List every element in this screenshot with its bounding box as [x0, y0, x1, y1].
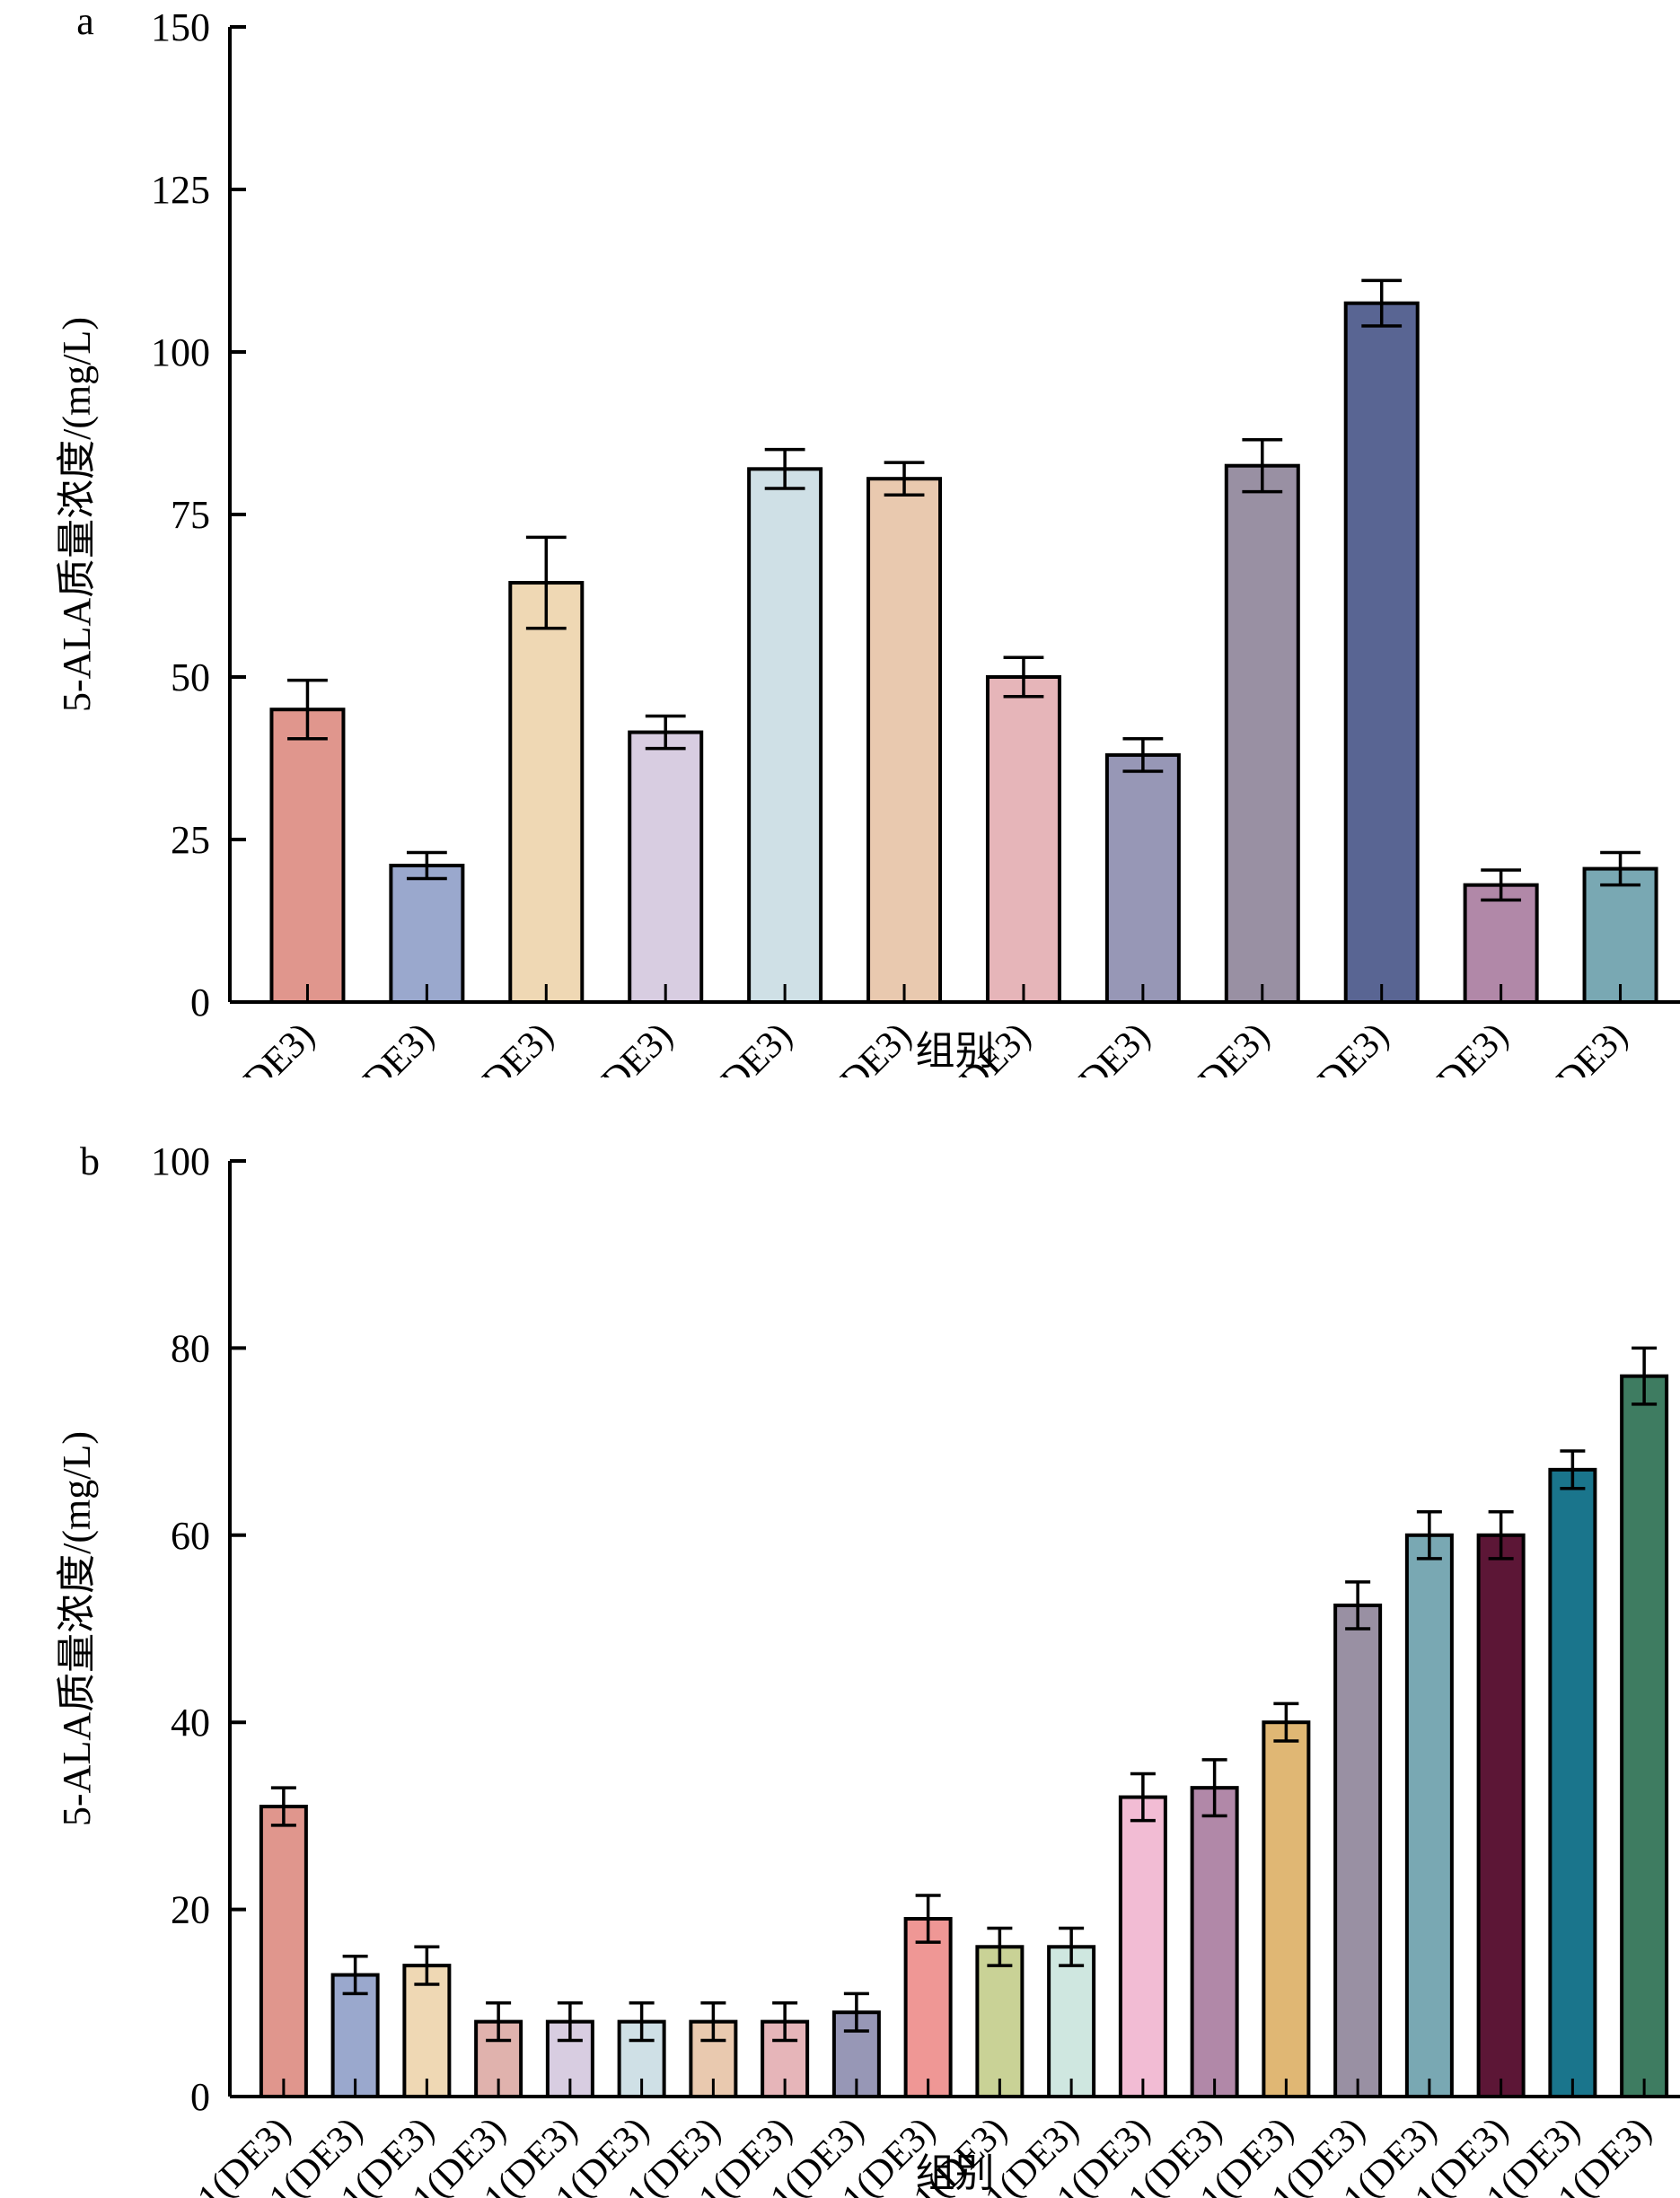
bar — [1118, 1795, 1167, 2098]
bar — [866, 477, 943, 1004]
bar — [747, 467, 823, 1004]
x-axis-title: 组别 — [916, 2151, 995, 2195]
chart-b: 020406080100Rc BL21(DE3)Rc/I361E BL21(DE… — [55, 1139, 1680, 2198]
bar — [259, 1804, 308, 2098]
x-tick-label: Rc BL21(DE3) — [130, 1015, 323, 1077]
bar — [1343, 301, 1420, 1004]
bar — [1262, 1720, 1311, 2098]
panel-label: a — [76, 0, 94, 43]
bar — [508, 581, 585, 1005]
bar — [903, 1917, 953, 2099]
y-tick-label: 60 — [171, 1514, 210, 1558]
bar — [985, 675, 1061, 1004]
y-tick-label: 0 — [190, 980, 210, 1024]
bar — [1333, 1603, 1383, 2098]
y-tick-label: 50 — [171, 655, 210, 699]
bar — [269, 708, 346, 1004]
bar — [1476, 1533, 1526, 2098]
y-tick-label: 40 — [171, 1701, 210, 1745]
y-tick-label: 100 — [151, 330, 210, 374]
bar — [1582, 866, 1658, 1005]
bar — [975, 1945, 1025, 2099]
bar — [1463, 883, 1539, 1004]
y-axis-title: 5-ALA质量浓度/(mg/L) — [55, 1431, 99, 1826]
y-tick-label: 0 — [190, 2075, 210, 2119]
bar — [1548, 1467, 1597, 2098]
x-axis-title: 组别 — [916, 1029, 995, 1073]
bar — [628, 730, 704, 1004]
y-tick-label: 20 — [171, 1888, 210, 1932]
y-tick-label: 75 — [171, 493, 210, 537]
bar — [1047, 1945, 1096, 2099]
bar — [389, 863, 465, 1005]
bar — [1224, 463, 1300, 1004]
y-tick-label: 150 — [151, 5, 210, 49]
bar — [1620, 1374, 1669, 2099]
bar — [1104, 752, 1181, 1004]
bar — [1404, 1533, 1454, 2098]
panel-label: b — [80, 1139, 100, 1183]
y-tick-label: 80 — [171, 1326, 210, 1370]
y-axis-title: 5-ALA质量浓度/(mg/L) — [55, 317, 99, 712]
y-tick-label: 25 — [171, 818, 210, 862]
chart-a: 0255075100125150Rc BL21(DE3)Rc/R374A BL2… — [55, 0, 1680, 1077]
y-tick-label: 100 — [151, 1139, 210, 1183]
y-tick-label: 125 — [151, 168, 210, 212]
bar — [1190, 1786, 1239, 2098]
